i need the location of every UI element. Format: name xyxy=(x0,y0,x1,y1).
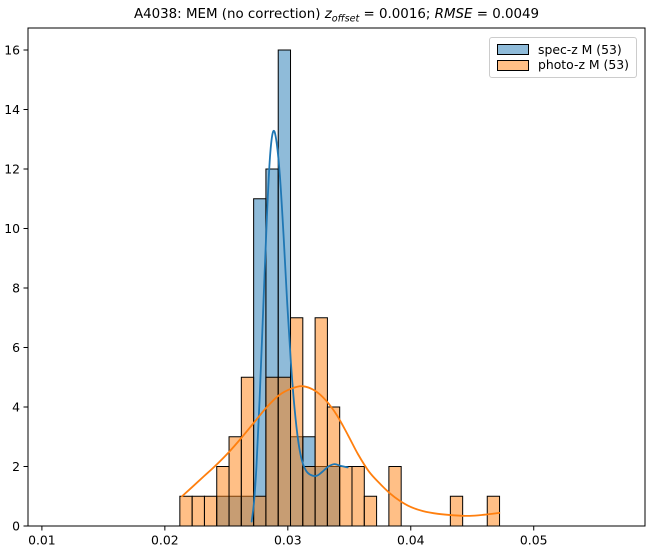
photo-z-bar xyxy=(265,376,279,527)
y-axis-tick-label: 2 xyxy=(12,459,20,474)
legend-entry-photo-z: photo-z M (53) xyxy=(497,57,629,74)
title-part: = 0.0016; xyxy=(359,7,435,22)
photo-z-bar xyxy=(240,376,255,527)
y-axis-tick-label: 4 xyxy=(12,399,20,414)
y-axis-tick-label: 6 xyxy=(12,340,20,355)
photo-z-bar xyxy=(277,376,292,527)
photo-z-bar xyxy=(216,466,230,527)
photo-z-bar xyxy=(253,495,267,527)
x-axis-tick-label: 0.04 xyxy=(397,533,425,548)
legend-swatch-spec-z-icon xyxy=(497,44,529,56)
legend-entry-spec-z: spec-z M (53) xyxy=(497,42,628,58)
x-axis-tick-label: 0.02 xyxy=(151,533,179,548)
legend-label-spec-z: spec-z M (53) xyxy=(538,41,622,57)
legend-label-photo-z: photo-z M (53) xyxy=(538,57,629,73)
plot-border xyxy=(27,27,646,527)
y-axis-tick-label: 8 xyxy=(12,280,20,295)
x-axis-tick-label: 0.05 xyxy=(520,533,548,548)
spec-z-kde-curve xyxy=(250,129,349,523)
photo-z-bar xyxy=(449,495,464,527)
photo-z-bar xyxy=(203,495,218,527)
title-part: RMSE xyxy=(434,7,473,22)
photo-z-kde-curve xyxy=(181,385,501,517)
photo-z-bar xyxy=(486,495,501,527)
photo-z-bar xyxy=(179,495,193,527)
title-part: z xyxy=(324,7,332,22)
y-axis-tick-label: 14 xyxy=(4,102,20,117)
legend: spec-z M (53) photo-z M (53) xyxy=(489,37,637,78)
chart-title: A4038: MEM (no correction) zoffset = 0.0… xyxy=(28,5,645,25)
photo-z-bar xyxy=(388,466,402,527)
x-axis-tick-label: 0.01 xyxy=(28,533,56,548)
photo-z-bar xyxy=(339,466,353,527)
photo-z-bar xyxy=(351,466,365,527)
legend-swatch-photo-z-icon xyxy=(497,59,529,71)
y-axis-tick-label: 12 xyxy=(4,161,20,176)
y-axis-tick-label: 16 xyxy=(4,42,20,57)
y-axis-tick-label: 0 xyxy=(12,518,20,533)
x-axis-tick-label: 0.03 xyxy=(274,533,302,548)
title-part: = 0.0049 xyxy=(472,7,540,22)
photo-z-bar xyxy=(191,495,205,527)
photo-z-bar xyxy=(363,495,378,527)
title-part: A4038: MEM (no correction) xyxy=(133,7,325,22)
title-part: offset xyxy=(331,13,360,25)
y-axis-tick-label: 10 xyxy=(4,221,20,236)
photo-z-bar xyxy=(314,317,328,527)
